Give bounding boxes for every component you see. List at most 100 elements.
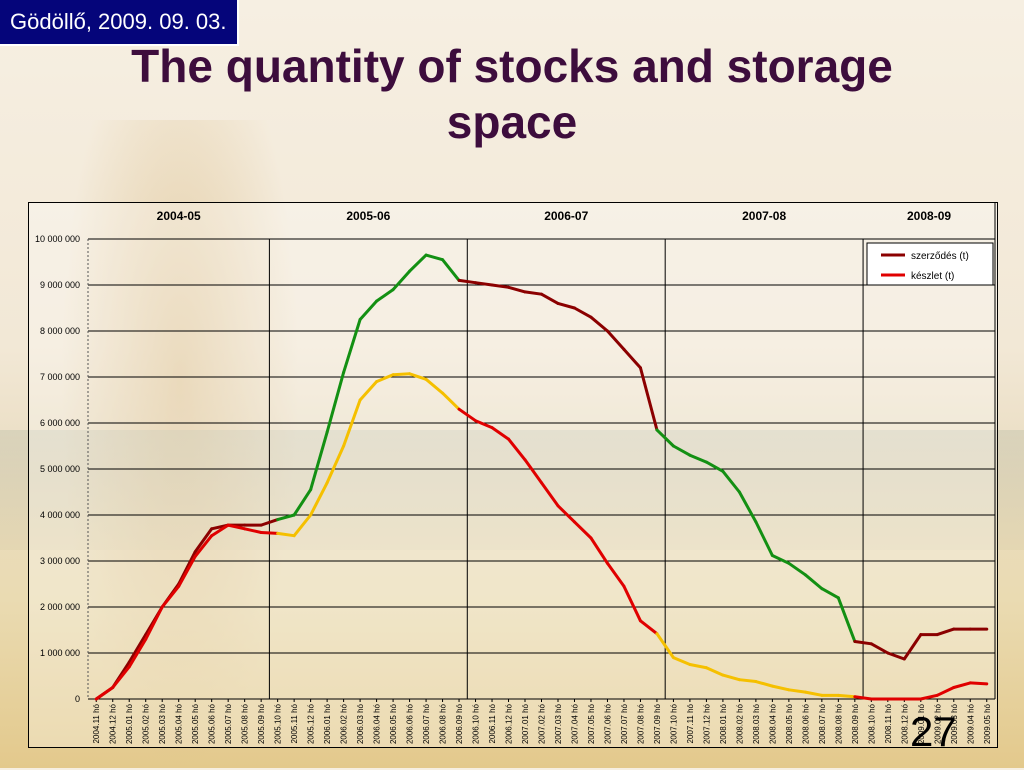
y-tick-label: 6 000 000 — [40, 418, 80, 428]
x-tick-label: 2006.05 hó — [389, 703, 398, 744]
series-2-segment — [558, 506, 574, 522]
series-2-segment — [113, 667, 129, 688]
series-2-segment — [921, 695, 937, 699]
series-2-segment — [706, 668, 722, 675]
x-tick-label: 2005.08 hó — [241, 703, 250, 744]
x-tick-label: 2006.12 hó — [505, 703, 514, 744]
x-tick-label: 2006.04 hó — [373, 703, 382, 744]
series-1-segment — [344, 320, 360, 373]
series-1-segment — [805, 575, 821, 589]
series-1-segment — [888, 653, 904, 659]
series-2-segment — [542, 483, 558, 506]
x-tick-label: 2008.06 hó — [801, 703, 810, 744]
series-2-segment — [772, 686, 788, 690]
series-1-segment — [690, 455, 706, 462]
series-1-segment — [558, 303, 574, 308]
series-2-segment — [954, 683, 970, 688]
series-2-segment — [278, 533, 294, 535]
x-tick-label: 2007.01 hó — [521, 703, 530, 744]
x-tick-label: 2007.10 hó — [669, 703, 678, 744]
series-2-segment — [640, 621, 656, 634]
series-1-segment — [360, 301, 376, 319]
series-2-segment — [327, 446, 343, 483]
series-2-segment — [492, 428, 508, 440]
y-tick-label: 4 000 000 — [40, 510, 80, 520]
x-tick-label: 2004.11 hó — [92, 703, 101, 743]
series-2-segment — [756, 682, 772, 687]
x-tick-label: 2006.01 hó — [323, 703, 332, 744]
series-1-segment — [410, 255, 426, 271]
series-1-segment — [574, 308, 590, 317]
x-tick-label: 2006.09 hó — [455, 703, 464, 744]
x-tick-label: 2006.03 hó — [356, 703, 365, 744]
series-1-segment — [739, 492, 755, 522]
series-2-segment — [96, 688, 112, 700]
series-2-segment — [294, 515, 310, 536]
legend-label: szerződés (t) — [911, 251, 969, 262]
series-2-segment — [805, 692, 821, 695]
series-1-segment — [607, 331, 623, 349]
series-1-segment — [278, 515, 294, 520]
series-1-segment — [311, 432, 327, 490]
series-2-segment — [261, 532, 277, 533]
series-2-segment — [426, 379, 442, 393]
x-tick-label: 2008.11 hó — [884, 703, 893, 743]
series-1-segment — [789, 563, 805, 575]
x-tick-label: 2007.06 hó — [603, 703, 612, 744]
x-tick-label: 2005.10 hó — [274, 703, 283, 744]
series-2-segment — [690, 665, 706, 668]
y-tick-label: 3 000 000 — [40, 556, 80, 566]
series-1-segment — [756, 522, 772, 556]
y-tick-label: 9 000 000 — [40, 280, 80, 290]
series-2-segment — [970, 683, 986, 684]
x-tick-label: 2006.02 hó — [340, 703, 349, 744]
x-tick-label: 2008.03 hó — [752, 703, 761, 744]
x-tick-label: 2008.04 hó — [768, 703, 777, 744]
y-tick-label: 2 000 000 — [40, 602, 80, 612]
series-1-segment — [393, 271, 409, 289]
x-tick-label: 2005.04 hó — [175, 703, 184, 744]
y-tick-label: 5 000 000 — [40, 464, 80, 474]
series-1-segment — [624, 349, 640, 367]
x-tick-label: 2004.12 hó — [109, 703, 118, 744]
legend-label: készlet (t) — [911, 271, 954, 282]
series-1-segment — [377, 290, 393, 302]
series-2-segment — [162, 586, 178, 607]
x-tick-label: 2008.02 hó — [735, 703, 744, 744]
series-1-segment — [459, 280, 475, 282]
x-tick-label: 2005.07 hó — [224, 703, 233, 744]
series-1-segment — [904, 635, 920, 659]
series-1-segment — [673, 446, 689, 455]
slide-title: The quantity of stocks and storage space — [60, 38, 964, 150]
y-tick-label: 10 000 000 — [35, 234, 80, 244]
series-2-segment — [574, 522, 590, 538]
series-2-segment — [607, 563, 623, 586]
x-tick-label: 2008.10 hó — [867, 703, 876, 744]
series-1-segment — [871, 644, 887, 653]
x-tick-label: 2008.09 hó — [851, 703, 860, 744]
series-2-segment — [509, 439, 525, 460]
x-tick-label: 2009.05 hó — [983, 703, 992, 744]
series-1-segment — [838, 598, 854, 642]
series-1-segment — [723, 471, 739, 492]
series-2-segment — [360, 382, 376, 400]
x-tick-label: 2007.02 hó — [538, 703, 547, 744]
series-2-segment — [591, 538, 607, 563]
season-label: 2005-06 — [346, 209, 390, 223]
x-tick-label: 2005.09 hó — [257, 703, 266, 744]
series-1-segment — [706, 462, 722, 471]
series-1-segment — [509, 287, 525, 292]
series-1-segment — [591, 317, 607, 331]
x-tick-label: 2005.03 hó — [158, 703, 167, 744]
series-1-segment — [426, 255, 442, 260]
x-tick-label: 2005.12 hó — [307, 703, 316, 744]
season-label: 2007-08 — [742, 209, 786, 223]
x-tick-label: 2005.11 hó — [290, 703, 299, 743]
page-number: 27 — [910, 708, 957, 756]
x-tick-label: 2006.06 hó — [406, 703, 415, 744]
series-2-segment — [146, 607, 162, 639]
series-2-segment — [525, 460, 541, 483]
x-tick-label: 2005.02 hó — [142, 703, 151, 744]
x-tick-label: 2008.05 hó — [785, 703, 794, 744]
